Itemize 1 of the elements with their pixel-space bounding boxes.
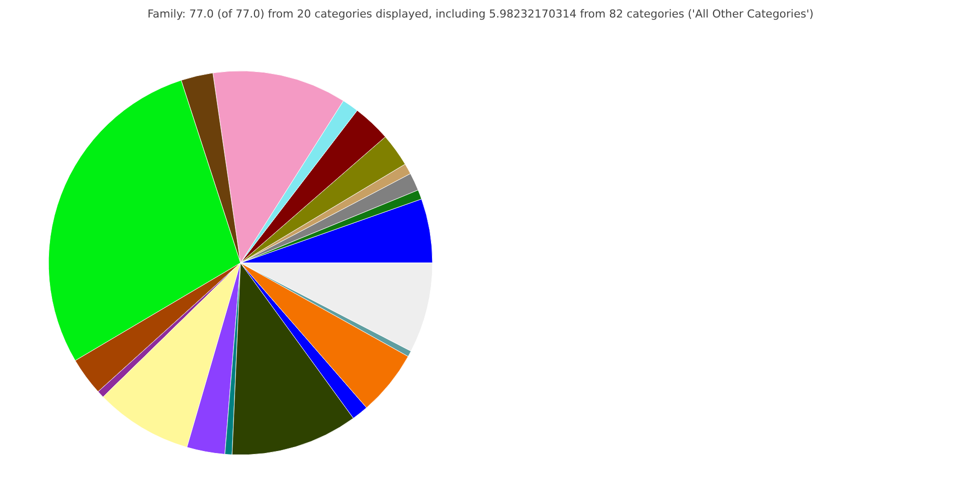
text: Family: 77.0 (of 77.0) from 20 categories displayed, including 5.98232170314 from 82 categories ('All Other Categories')	[147, 8, 814, 20]
